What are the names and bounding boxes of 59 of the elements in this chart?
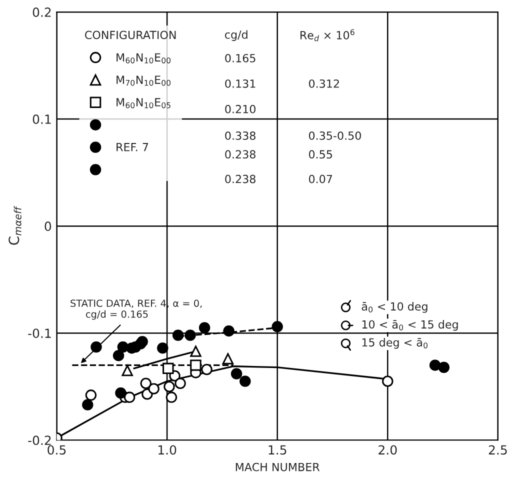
y-tick-label: -0.1: [28, 328, 51, 338]
annotation: 0.131: [225, 79, 256, 88]
point: [174, 378, 186, 390]
annotation: 15 deg < ā$_{0}$: [362, 338, 428, 349]
y-tick-label: 0.1: [32, 114, 51, 124]
annotation: Re$_{d}$ × 10$^{6}$: [300, 29, 354, 42]
y-tick-label: 0.2: [32, 7, 51, 17]
point: [382, 376, 394, 387]
point: [162, 362, 174, 374]
point: [140, 378, 152, 390]
point: [429, 360, 441, 371]
point: [190, 360, 202, 371]
point: [198, 322, 210, 334]
x-tick-label: 2.5: [488, 445, 507, 455]
legend-label: REF. 7: [116, 143, 148, 152]
point: [184, 330, 196, 341]
point: [157, 342, 168, 354]
point: [166, 392, 178, 403]
point: [112, 350, 124, 362]
legend-label: M$_{70}$N$_{10}$E$_{00}$: [116, 76, 171, 86]
point: [240, 376, 251, 387]
point: [222, 353, 234, 364]
point: [85, 390, 97, 401]
y-axis-title: C$_{mαeff}$: [8, 206, 22, 245]
point: [438, 362, 450, 373]
annotation: ā$_{0}$ < 10 deg: [362, 302, 428, 313]
point: [223, 325, 234, 337]
y-tick-label: 0: [44, 222, 52, 231]
annotation: 0.312: [308, 79, 339, 88]
annotation: 0.210: [225, 104, 256, 114]
point: [272, 321, 283, 332]
x-axis-title: MACH NUMBER: [236, 462, 320, 472]
point: [115, 387, 126, 399]
x-tick-label: 0.5: [48, 445, 66, 455]
annotation: 10 < ā$_{0}$ < 15 deg: [362, 320, 458, 331]
legend-label: M$_{60}$N$_{10}$E$_{05}$: [116, 98, 170, 108]
point: [230, 368, 242, 380]
point: [164, 380, 175, 392]
y-tick-label: -0.2: [28, 436, 51, 446]
annotation: 0.55: [308, 150, 332, 159]
annotation: cg/d: [225, 30, 248, 41]
annotation: 0.338: [225, 131, 256, 140]
x-tick-label: 1.0: [158, 445, 176, 455]
annotation: 0.07: [308, 174, 332, 184]
legend-title: CONFIGURATION: [85, 30, 176, 40]
point: [190, 346, 202, 357]
point: [122, 364, 133, 376]
annotation: 0.238: [225, 174, 256, 184]
x-tick-label: 1.5: [268, 445, 286, 455]
x-tick-label: 2.0: [378, 445, 397, 455]
point: [148, 383, 160, 394]
annotation: 0.35-0.50: [308, 131, 361, 140]
point: [82, 399, 94, 410]
point: [172, 330, 184, 341]
point: [201, 364, 212, 376]
annotation: 0.238: [225, 150, 256, 159]
point: [124, 392, 136, 403]
annotation: 0.165: [225, 54, 256, 62]
legend-label: M$_{60}$N$_{10}$E$_{00}$: [116, 53, 171, 64]
